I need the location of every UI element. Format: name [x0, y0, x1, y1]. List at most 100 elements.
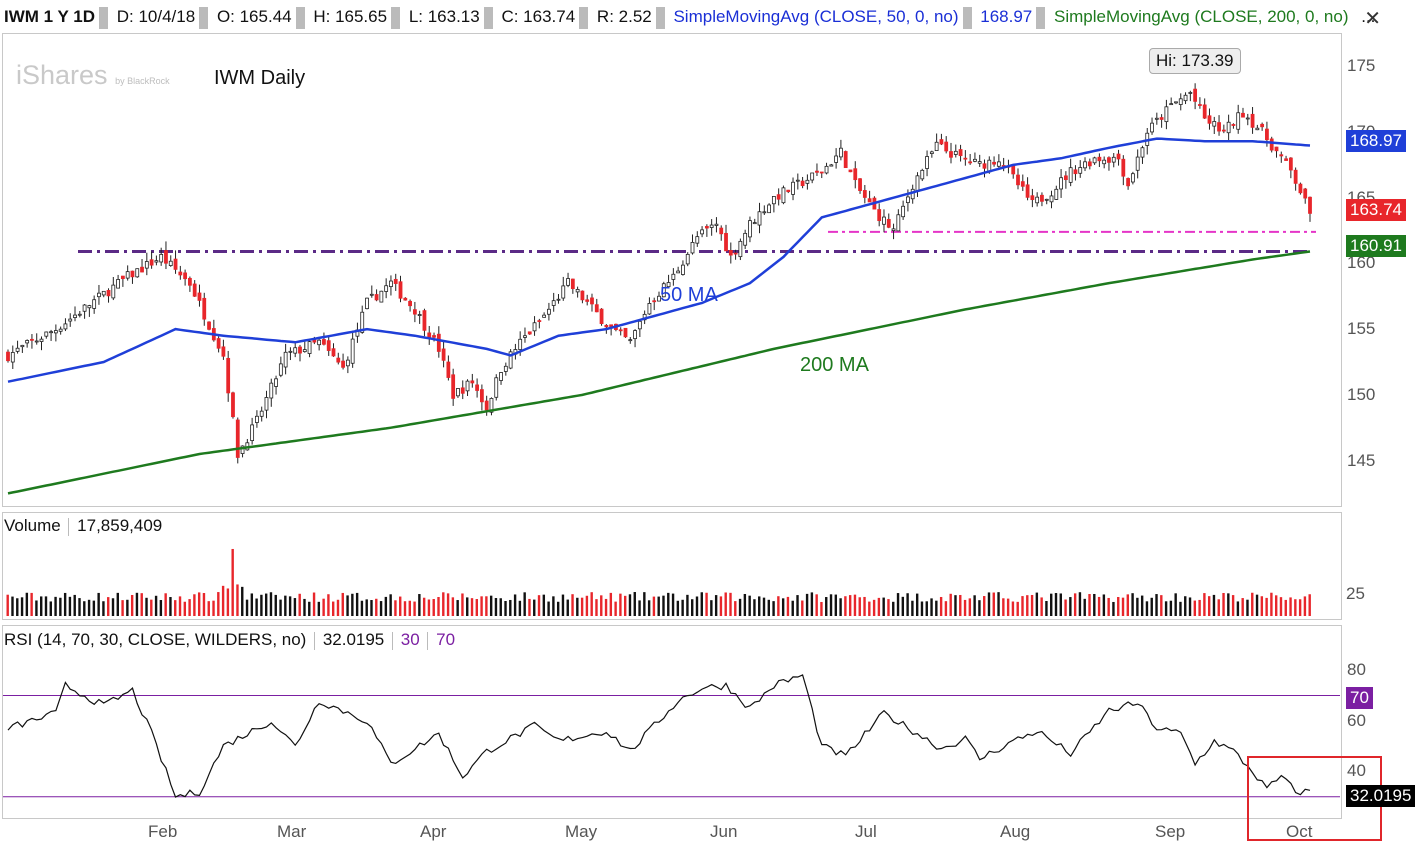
sma200-study-label[interactable]: SimpleMovingAvg (CLOSE, 200, 0, no)	[1053, 7, 1349, 26]
volume-bar	[1131, 593, 1134, 616]
candle-body	[231, 392, 235, 418]
volume-bar	[1112, 601, 1115, 616]
volume-bar	[542, 594, 546, 616]
volume-bar	[154, 595, 158, 616]
rsi-value-tag: 32.0195	[1346, 785, 1416, 807]
candle-body	[810, 172, 815, 181]
volume-bar	[480, 596, 483, 616]
candle-body	[829, 164, 834, 167]
high-label: H: 165.65	[313, 7, 388, 26]
symbol-label[interactable]: IWM 1 Y 1D	[4, 7, 96, 26]
volume-bar	[537, 595, 541, 616]
volume-bar	[801, 600, 804, 616]
candle-body	[1260, 123, 1265, 128]
candle-body	[561, 285, 566, 299]
candle-body	[187, 277, 192, 286]
candle-body	[183, 272, 188, 280]
chart-title: IWM Daily	[214, 67, 306, 89]
candle-body	[422, 310, 427, 331]
volume-bar	[25, 592, 29, 616]
rsi-pane[interactable]	[2, 625, 1342, 819]
candle-body	[465, 380, 470, 392]
sma50-study-value: 168.97	[980, 7, 1033, 26]
volume-bar	[872, 599, 876, 616]
candle-body	[1288, 157, 1293, 171]
volume-bar	[1179, 601, 1182, 616]
candle-body	[767, 204, 771, 214]
candle-body	[838, 147, 843, 158]
header-more[interactable]: ...	[1361, 7, 1376, 26]
candle-body	[345, 359, 350, 367]
candle-body	[322, 339, 326, 345]
volume-bar	[939, 596, 943, 616]
candle-body	[1102, 159, 1107, 165]
volume-bar	[355, 592, 359, 616]
volume-bar	[422, 597, 426, 616]
volume-bar	[427, 599, 431, 616]
price-pane[interactable]	[2, 33, 1342, 507]
volume-bar	[1294, 599, 1297, 616]
volume-bar	[714, 595, 718, 616]
volume-bar	[68, 596, 72, 616]
volume-bar	[1102, 594, 1106, 616]
candle-body	[858, 178, 862, 191]
volume-bar	[877, 597, 881, 616]
candle-body	[700, 229, 704, 235]
volume-bar	[102, 601, 105, 616]
volume-bar	[40, 596, 43, 616]
volume-bar	[111, 598, 115, 616]
candle-body	[795, 179, 800, 182]
candle-body	[403, 297, 408, 301]
candle-body	[973, 158, 977, 162]
candle-body	[432, 335, 436, 338]
volume-bar	[700, 592, 703, 616]
volume-bar	[485, 596, 488, 616]
candle-body	[834, 155, 839, 163]
volume-bar	[657, 596, 660, 616]
volume-bar	[1117, 597, 1120, 616]
volume-bar	[365, 599, 368, 616]
candle-body	[87, 305, 92, 309]
candle-body	[580, 290, 585, 301]
candle-body	[1035, 196, 1040, 204]
volume-bar	[580, 597, 584, 616]
volume-bar	[863, 596, 866, 616]
volume-bar	[753, 599, 756, 616]
candle-body	[73, 314, 77, 318]
volume-bar	[54, 596, 57, 616]
candle-body	[226, 357, 231, 394]
drawing-tools-icon[interactable]: ✕	[1364, 8, 1381, 30]
date-label: D: 10/4/18	[116, 7, 196, 26]
volume-bar	[1016, 601, 1019, 616]
date-axis-label: Jun	[710, 822, 738, 841]
volume-bar	[379, 601, 383, 616]
volume-bar	[738, 598, 742, 616]
volume-bar	[547, 601, 550, 616]
volume-bar	[815, 594, 818, 616]
date-axis-label: Mar	[277, 822, 307, 841]
rsi-axis-tick: 40	[1347, 761, 1366, 781]
volume-bar	[1073, 593, 1077, 616]
candle-body	[728, 250, 733, 256]
volume-bar	[533, 599, 536, 616]
candle-body	[877, 209, 882, 222]
rsi-value: 32.0195	[322, 630, 385, 649]
volume-bar	[1030, 594, 1034, 616]
volume-bar	[868, 601, 871, 616]
candle-body	[886, 218, 891, 228]
volume-bar	[1169, 600, 1173, 616]
candle-body	[77, 313, 82, 316]
volume-bar	[1126, 594, 1130, 616]
candle-body	[724, 232, 728, 252]
volume-bar	[298, 593, 301, 616]
candle-body	[843, 151, 848, 169]
candle-body	[542, 314, 547, 318]
price-axis-tick: 160	[1347, 253, 1376, 273]
volume-bar	[451, 597, 455, 616]
sma50-study-label[interactable]: SimpleMovingAvg (CLOSE, 50, 0, no)	[673, 7, 959, 26]
candle-body	[982, 163, 987, 169]
candle-body	[925, 156, 929, 169]
volume-bar	[92, 600, 96, 616]
volume-bar	[1045, 600, 1048, 616]
candle-body	[1241, 112, 1245, 118]
